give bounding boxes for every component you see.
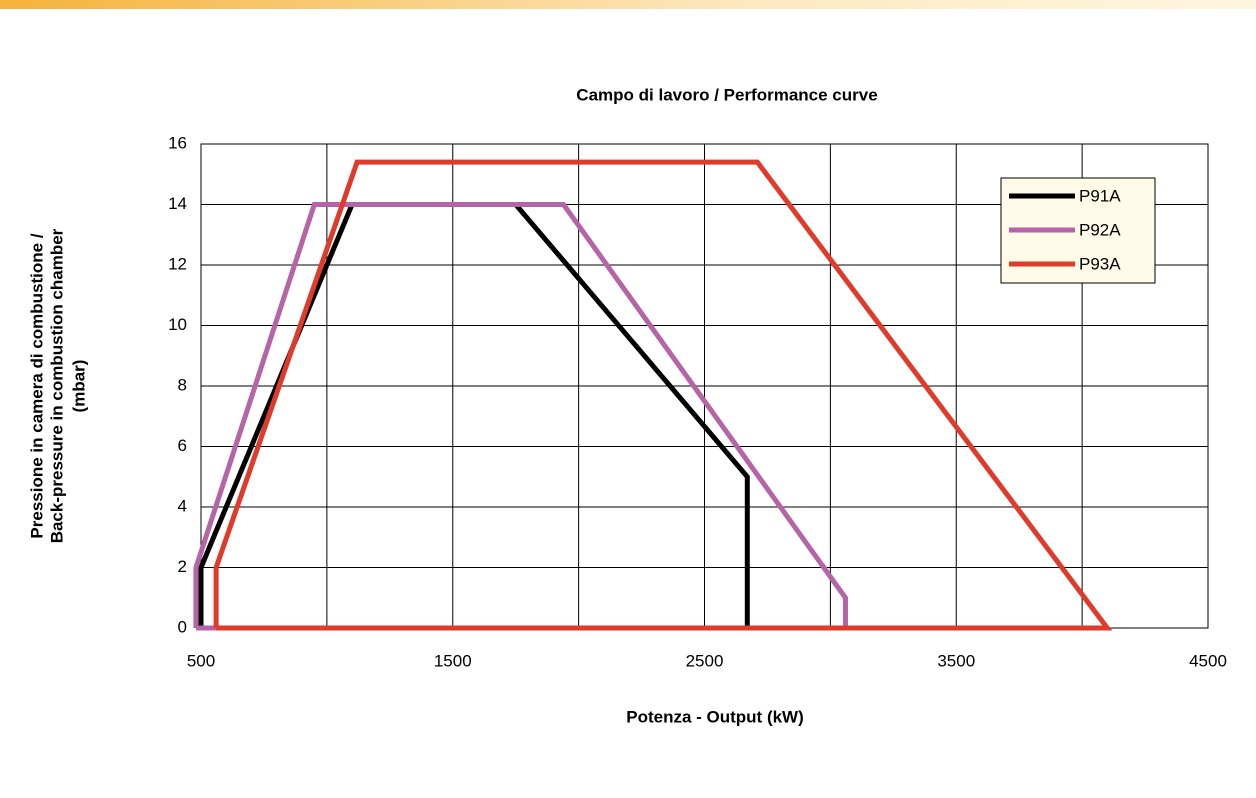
y-tick-label: 10 — [168, 315, 187, 334]
series-line — [213, 159, 1113, 631]
y-tick-label: 16 — [168, 133, 187, 152]
x-tick-label: 3500 — [937, 651, 975, 670]
legend: P91A P92A P93A — [1000, 177, 1156, 284]
x-axis-label: Potenza - Output (kW) — [626, 707, 804, 726]
y-tick-label: 4 — [178, 496, 187, 515]
x-tick-label: 1500 — [434, 651, 472, 670]
y-tick-label: 2 — [178, 557, 187, 576]
legend-label: P91A — [1079, 186, 1121, 205]
y-tick-label: 14 — [168, 194, 187, 213]
y-axis-label-line: (mbar) — [69, 360, 88, 413]
header-band — [0, 0, 1256, 9]
y-tick-label: 8 — [178, 375, 187, 394]
chart-title: Campo di lavoro / Performance curve — [576, 85, 877, 104]
x-tick-label: 2500 — [686, 651, 724, 670]
x-tick-label: 500 — [187, 651, 215, 670]
y-tick-label: 0 — [178, 617, 187, 636]
y-axis-label-line: Back-pressure in combustion chamber — [47, 228, 66, 543]
y-axis-label: Pressione in camera di combustione / Bac… — [27, 228, 88, 543]
legend-label: P92A — [1079, 220, 1121, 239]
y-axis-label-line: Pressione in camera di combustione / — [27, 233, 46, 538]
y-tick-label: 12 — [168, 254, 187, 273]
y-tick-label: 6 — [178, 436, 187, 455]
x-tick-label: 4500 — [1189, 651, 1227, 670]
legend-label: P93A — [1079, 254, 1121, 273]
